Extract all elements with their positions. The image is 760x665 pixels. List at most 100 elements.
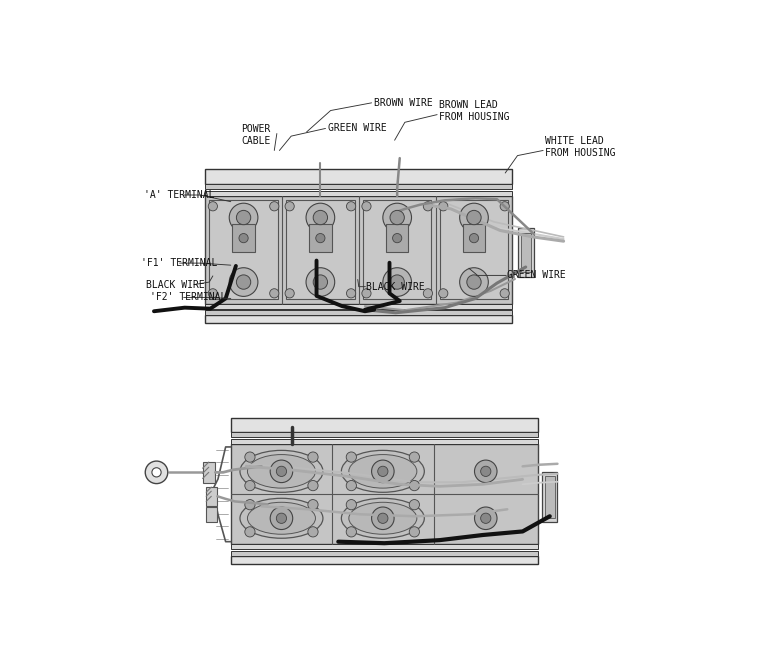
Circle shape bbox=[277, 513, 287, 523]
Circle shape bbox=[230, 203, 258, 232]
Circle shape bbox=[271, 507, 293, 529]
Circle shape bbox=[423, 289, 432, 298]
Circle shape bbox=[245, 527, 255, 537]
Circle shape bbox=[467, 275, 481, 289]
Circle shape bbox=[383, 203, 411, 232]
Circle shape bbox=[378, 513, 388, 523]
Circle shape bbox=[239, 233, 249, 243]
Bar bbox=[231, 444, 538, 544]
Circle shape bbox=[500, 289, 509, 298]
Circle shape bbox=[245, 499, 255, 510]
Bar bbox=[206, 487, 217, 505]
Bar bbox=[231, 556, 538, 564]
Bar bbox=[386, 224, 408, 252]
Bar bbox=[231, 432, 538, 437]
Circle shape bbox=[460, 203, 489, 232]
Circle shape bbox=[152, 467, 161, 477]
Circle shape bbox=[308, 452, 318, 462]
Bar bbox=[518, 228, 534, 277]
Circle shape bbox=[378, 466, 388, 476]
Circle shape bbox=[393, 233, 402, 243]
Bar bbox=[363, 200, 432, 299]
Circle shape bbox=[270, 289, 279, 298]
Text: BLACK WIRE: BLACK WIRE bbox=[146, 279, 205, 290]
Text: BROWN LEAD
FROM HOUSING: BROWN LEAD FROM HOUSING bbox=[439, 100, 510, 122]
Bar bbox=[206, 507, 217, 522]
Bar bbox=[231, 418, 538, 432]
Circle shape bbox=[474, 507, 497, 529]
Bar bbox=[205, 184, 512, 189]
Circle shape bbox=[480, 513, 491, 523]
Circle shape bbox=[470, 233, 479, 243]
Bar bbox=[463, 224, 485, 252]
Bar bbox=[205, 196, 512, 303]
Circle shape bbox=[236, 210, 251, 225]
Circle shape bbox=[390, 275, 404, 289]
Circle shape bbox=[285, 289, 294, 298]
Circle shape bbox=[271, 460, 293, 483]
Bar bbox=[205, 303, 512, 309]
Bar bbox=[233, 224, 255, 252]
Circle shape bbox=[439, 289, 448, 298]
Circle shape bbox=[347, 499, 356, 510]
Text: GREEN WIRE: GREEN WIRE bbox=[328, 124, 387, 134]
Circle shape bbox=[347, 527, 356, 537]
Text: GREEN WIRE: GREEN WIRE bbox=[507, 271, 566, 281]
Bar bbox=[209, 200, 278, 299]
Circle shape bbox=[500, 201, 509, 211]
Circle shape bbox=[208, 201, 217, 211]
Circle shape bbox=[362, 201, 371, 211]
Circle shape bbox=[308, 481, 318, 491]
Text: 'A' TERMINAL: 'A' TERMINAL bbox=[144, 190, 214, 200]
Circle shape bbox=[308, 527, 318, 537]
Bar bbox=[286, 200, 355, 299]
Bar bbox=[545, 476, 555, 518]
Circle shape bbox=[245, 452, 255, 462]
Circle shape bbox=[236, 275, 251, 289]
Circle shape bbox=[409, 527, 420, 537]
Ellipse shape bbox=[349, 502, 416, 534]
Ellipse shape bbox=[349, 455, 416, 488]
Bar bbox=[309, 224, 331, 252]
Ellipse shape bbox=[248, 502, 315, 534]
Bar bbox=[542, 472, 557, 522]
Circle shape bbox=[245, 481, 255, 491]
Bar bbox=[231, 440, 538, 444]
Bar bbox=[203, 462, 215, 483]
Circle shape bbox=[390, 210, 404, 225]
Bar bbox=[521, 233, 530, 271]
Bar bbox=[231, 551, 538, 556]
Ellipse shape bbox=[240, 450, 323, 492]
Circle shape bbox=[347, 481, 356, 491]
Ellipse shape bbox=[341, 450, 424, 492]
Circle shape bbox=[362, 289, 371, 298]
Bar bbox=[205, 170, 512, 184]
Text: BROWN WIRE: BROWN WIRE bbox=[374, 98, 433, 108]
Circle shape bbox=[372, 460, 394, 483]
Circle shape bbox=[308, 499, 318, 510]
Circle shape bbox=[460, 268, 489, 297]
Circle shape bbox=[347, 452, 356, 462]
Bar bbox=[440, 200, 508, 299]
Bar bbox=[231, 544, 538, 549]
Text: BLACK WIRE: BLACK WIRE bbox=[366, 282, 425, 292]
Circle shape bbox=[439, 201, 448, 211]
Circle shape bbox=[306, 203, 334, 232]
Circle shape bbox=[285, 201, 294, 211]
Circle shape bbox=[467, 210, 481, 225]
Circle shape bbox=[230, 268, 258, 297]
Circle shape bbox=[480, 466, 491, 476]
Circle shape bbox=[270, 201, 279, 211]
Circle shape bbox=[145, 461, 168, 483]
Circle shape bbox=[347, 201, 356, 211]
Circle shape bbox=[277, 466, 287, 476]
Text: 'F1' TERMINAL: 'F1' TERMINAL bbox=[141, 258, 217, 268]
Text: 'F2' TERMINAL: 'F2' TERMINAL bbox=[150, 293, 226, 303]
Circle shape bbox=[383, 268, 411, 297]
Circle shape bbox=[315, 233, 325, 243]
Circle shape bbox=[372, 507, 394, 529]
Circle shape bbox=[474, 460, 497, 483]
Circle shape bbox=[313, 210, 328, 225]
Circle shape bbox=[409, 481, 420, 491]
Bar bbox=[205, 191, 512, 196]
